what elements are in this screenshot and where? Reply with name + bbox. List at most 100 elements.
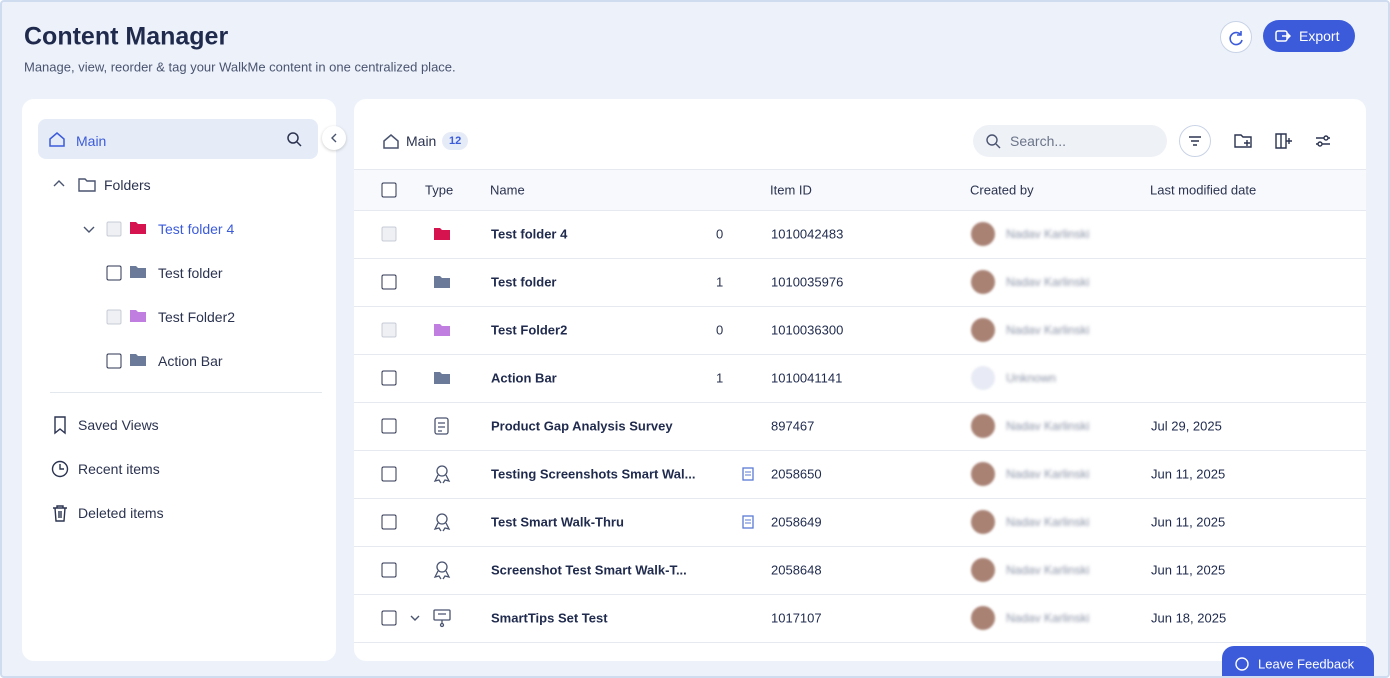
folder-outline-icon (78, 178, 96, 192)
table-row[interactable]: Test folder 4 0 1010042483 Nadav Karlinski (354, 210, 1366, 259)
main-label: Main (76, 133, 107, 149)
type-icon (432, 608, 452, 633)
tree-checkbox[interactable] (106, 221, 122, 237)
row-checkbox[interactable] (381, 466, 397, 482)
folder-icon-svg (130, 222, 146, 234)
layout-icon[interactable] (1275, 133, 1292, 149)
row-checkbox[interactable] (381, 562, 397, 578)
search-box[interactable]: Search... (973, 125, 1167, 157)
search-placeholder: Search... (1010, 133, 1067, 149)
item-id: 1010042483 (771, 226, 844, 242)
search-icon (986, 134, 1001, 149)
type-icon (432, 368, 452, 393)
table-row[interactable]: Testing Screenshots Smart Wal... 2058650 N… (354, 450, 1366, 499)
export-label: Export (1299, 28, 1340, 44)
sidebar-link[interactable]: Deleted items (78, 505, 164, 521)
folder-icon (128, 218, 148, 243)
item-name[interactable]: Screenshot Test Smart Walk-T... (491, 562, 687, 578)
avatar (971, 510, 995, 534)
item-id: 1010036300 (771, 322, 844, 338)
created-by: Nadav Karlinski (1006, 611, 1090, 625)
folder-icon-svg (130, 354, 146, 366)
item-name[interactable]: Test Folder2 (491, 322, 568, 338)
type-icon-svg (433, 513, 451, 532)
collapse-button[interactable] (322, 126, 346, 150)
folder-icon-svg (130, 266, 146, 278)
avatar (971, 462, 995, 486)
item-name[interactable]: Action Bar (491, 370, 557, 386)
sidebar-link[interactable]: Saved Views (78, 417, 159, 433)
tree-item[interactable]: Test folder 4 (158, 221, 235, 237)
table-row[interactable]: SmartTips Set Test 1017107 Nadav Karlinski… (354, 594, 1366, 643)
created-by: Nadav Karlinski (1006, 467, 1090, 481)
export-button[interactable]: Export (1263, 20, 1355, 52)
row-checkbox[interactable] (381, 418, 397, 434)
expand-chevron-svg (410, 615, 420, 621)
item-id: 2058648 (771, 562, 822, 578)
type-icon-svg (434, 372, 450, 384)
expand-chevron (406, 608, 426, 633)
table-row[interactable]: Test Folder2 0 1010036300 Nadav Karlinski (354, 306, 1366, 355)
table-row[interactable]: Screenshot Test Smart Walk-T... 2058648 Na… (354, 546, 1366, 595)
avatar (971, 366, 995, 390)
column-header: Name (490, 182, 525, 198)
feedback-label: Leave Feedback (1258, 656, 1355, 672)
created-by: Nadav Karlinski (1006, 227, 1090, 241)
item-name[interactable]: Testing Screenshots Smart Wal... (491, 466, 696, 482)
modified-date: Jun 11, 2025 (1151, 466, 1226, 482)
type-icon (432, 464, 452, 489)
item-count: 0 (716, 322, 724, 338)
item-id: 897467 (771, 418, 815, 434)
item-name[interactable]: Product Gap Analysis Survey (491, 418, 673, 434)
refresh-button[interactable] (1220, 21, 1252, 53)
item-name[interactable]: Test folder 4 (491, 226, 568, 242)
item-count: 1 (716, 370, 724, 386)
row-checkbox[interactable] (381, 370, 397, 386)
tree-item[interactable]: Test folder (158, 265, 223, 281)
row-checkbox[interactable] (381, 226, 397, 242)
modified-date: Jun 11, 2025 (1151, 562, 1226, 578)
table-row[interactable]: Test Smart Walk-Thru 2058649 Nadav Karlins… (354, 498, 1366, 547)
row-checkbox[interactable] (381, 610, 397, 626)
tree-checkbox[interactable] (106, 309, 122, 325)
row-checkbox[interactable] (381, 514, 397, 530)
type-icon-svg (434, 324, 450, 336)
avatar (971, 222, 995, 246)
avatar (971, 270, 995, 294)
item-name[interactable]: Test folder (491, 274, 557, 290)
select-all[interactable] (381, 182, 397, 198)
main-item[interactable]: Main (38, 119, 318, 159)
created-by: Nadav Karlinski (1006, 563, 1090, 577)
new-folder-icon[interactable] (1234, 134, 1252, 148)
link-icon (50, 459, 70, 484)
column-header: Created by (970, 182, 1034, 198)
table-row[interactable]: Action Bar 1 1010041141 Unknown (354, 354, 1366, 403)
table-row[interactable]: Test folder 1 1010035976 Nadav Karlinski (354, 258, 1366, 307)
feedback-button[interactable]: Leave Feedback (1222, 646, 1374, 676)
row-checkbox[interactable] (381, 274, 397, 290)
doc-icon (738, 464, 758, 489)
type-icon-svg (434, 276, 450, 288)
item-count: 1 (716, 274, 724, 290)
item-name[interactable]: Test Smart Walk-Thru (491, 514, 624, 530)
content-panel: Main 12 Search... Type Name Item ID Created… (354, 99, 1366, 661)
feedback-icon (1235, 657, 1249, 671)
type-icon (432, 320, 452, 345)
modified-date: Jul 29, 2025 (1151, 418, 1222, 434)
tree-item[interactable]: Test Folder2 (158, 309, 236, 325)
tree-checkbox[interactable] (106, 265, 122, 281)
item-id: 1017107 (771, 610, 822, 626)
item-name[interactable]: SmartTips Set Test (491, 610, 608, 626)
tree-item[interactable]: Action Bar (158, 353, 223, 369)
sidebar-link[interactable]: Recent items (78, 461, 160, 477)
title: Content Manager (24, 22, 229, 51)
breadcrumb[interactable]: Main (406, 133, 437, 149)
tree-checkbox[interactable] (106, 353, 122, 369)
collapse-icon (331, 133, 337, 143)
row-checkbox[interactable] (381, 322, 397, 338)
table-row[interactable]: Product Gap Analysis Survey 897467 Nadav K… (354, 402, 1366, 451)
item-count: 0 (716, 226, 724, 242)
chevron-up[interactable] (52, 177, 66, 191)
search-icon[interactable] (286, 131, 302, 147)
